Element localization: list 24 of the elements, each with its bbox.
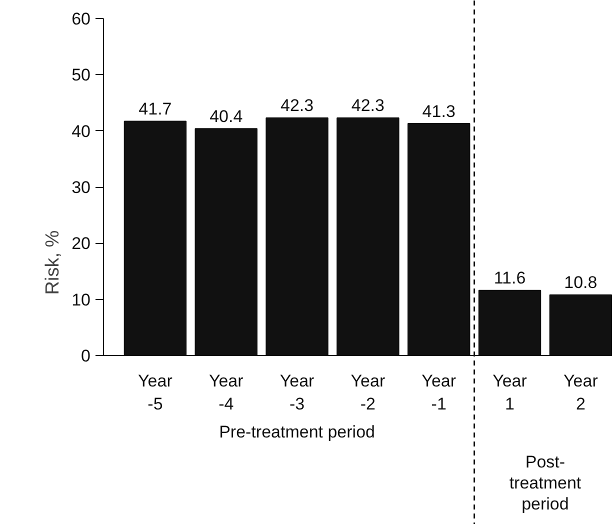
y-axis-title: Risk, % [42,230,64,295]
y-tick-label: 60 [72,10,91,28]
y-tick-label: 50 [72,66,91,85]
data-label: 41.7 [138,100,172,119]
x-tick-label: Year -2 [350,372,386,414]
x-tick-label: Year -4 [208,372,244,414]
y-tick-label: 40 [72,122,91,141]
text: Post- treatment period [509,452,582,514]
y-tick-label: 0 [81,346,91,366]
y-tick-label: 10 [72,290,91,310]
x-tick-label: Year 2 [564,372,598,414]
data-label: 10.8 [564,273,598,292]
x-tick-label: Year -5 [138,372,173,414]
data-label: 42.3 [280,96,314,116]
data-label: 40.4 [210,106,243,126]
x-tick-label: Year -1 [422,372,456,414]
text: Pre-treatment period [219,422,375,442]
data-label: 11.6 [494,268,526,288]
x-tick-label: Year 1 [492,372,528,414]
y-tick-label: 30 [72,178,91,197]
data-label: 41.3 [422,102,456,121]
y-tick-label: 20 [72,234,91,254]
x-tick-label: Year -3 [280,372,315,414]
data-label: 42.3 [351,96,384,116]
